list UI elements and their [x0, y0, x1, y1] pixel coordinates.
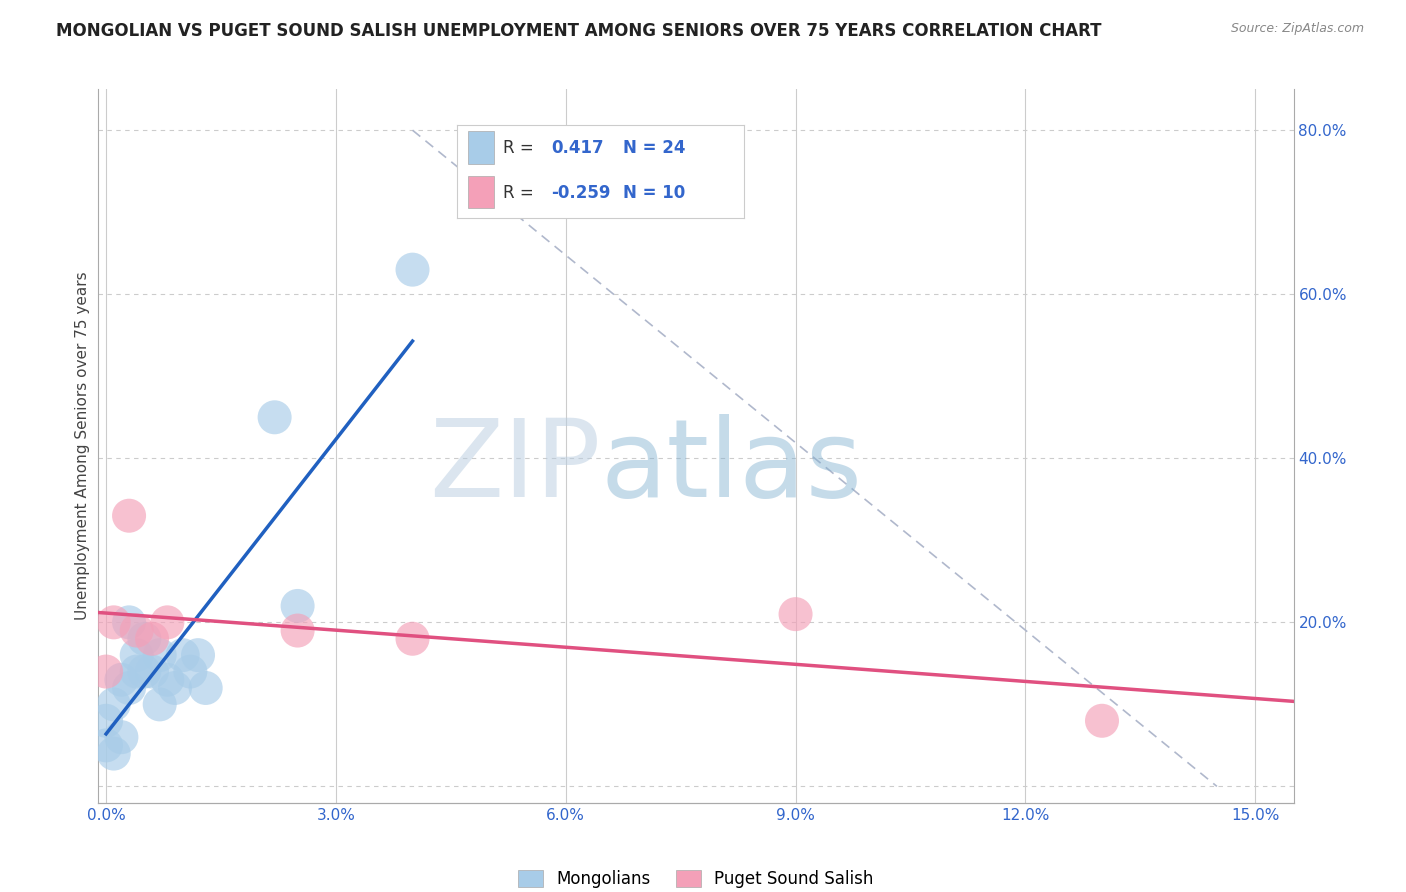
Text: N = 24: N = 24: [623, 139, 686, 157]
Point: [134, 665, 156, 679]
Point: [179, 665, 201, 679]
Point: [163, 681, 186, 695]
Point: [141, 632, 163, 646]
Point: [401, 632, 423, 646]
Point: [1091, 714, 1114, 728]
Point: [149, 648, 172, 662]
Bar: [468, 176, 495, 209]
Point: [103, 615, 125, 630]
Point: [156, 673, 179, 687]
Point: [172, 648, 194, 662]
Text: R =: R =: [503, 184, 534, 202]
Point: [263, 410, 285, 425]
Point: [110, 730, 132, 744]
Point: [134, 632, 156, 646]
Point: [125, 665, 148, 679]
Point: [103, 747, 125, 761]
Bar: [468, 131, 495, 164]
Point: [125, 624, 148, 638]
Text: R =: R =: [503, 139, 534, 157]
Point: [94, 739, 117, 753]
Point: [194, 681, 217, 695]
Point: [118, 681, 141, 695]
Point: [287, 624, 309, 638]
Text: -0.259: -0.259: [551, 184, 612, 202]
Point: [785, 607, 807, 622]
Point: [141, 665, 163, 679]
Point: [103, 698, 125, 712]
Point: [149, 698, 172, 712]
Point: [94, 714, 117, 728]
Text: 0.417: 0.417: [551, 139, 605, 157]
Point: [187, 648, 209, 662]
Point: [94, 665, 117, 679]
Legend: Mongolians, Puget Sound Salish: Mongolians, Puget Sound Salish: [512, 863, 880, 892]
Text: Source: ZipAtlas.com: Source: ZipAtlas.com: [1230, 22, 1364, 36]
Point: [110, 673, 132, 687]
Y-axis label: Unemployment Among Seniors over 75 years: Unemployment Among Seniors over 75 years: [75, 272, 90, 620]
Point: [118, 615, 141, 630]
Text: ZIP: ZIP: [429, 415, 600, 520]
Point: [401, 262, 423, 277]
Text: atlas: atlas: [600, 415, 862, 520]
Text: N = 10: N = 10: [623, 184, 686, 202]
Point: [118, 508, 141, 523]
Point: [156, 615, 179, 630]
Point: [287, 599, 309, 613]
Point: [125, 648, 148, 662]
Text: MONGOLIAN VS PUGET SOUND SALISH UNEMPLOYMENT AMONG SENIORS OVER 75 YEARS CORRELA: MONGOLIAN VS PUGET SOUND SALISH UNEMPLOY…: [56, 22, 1102, 40]
